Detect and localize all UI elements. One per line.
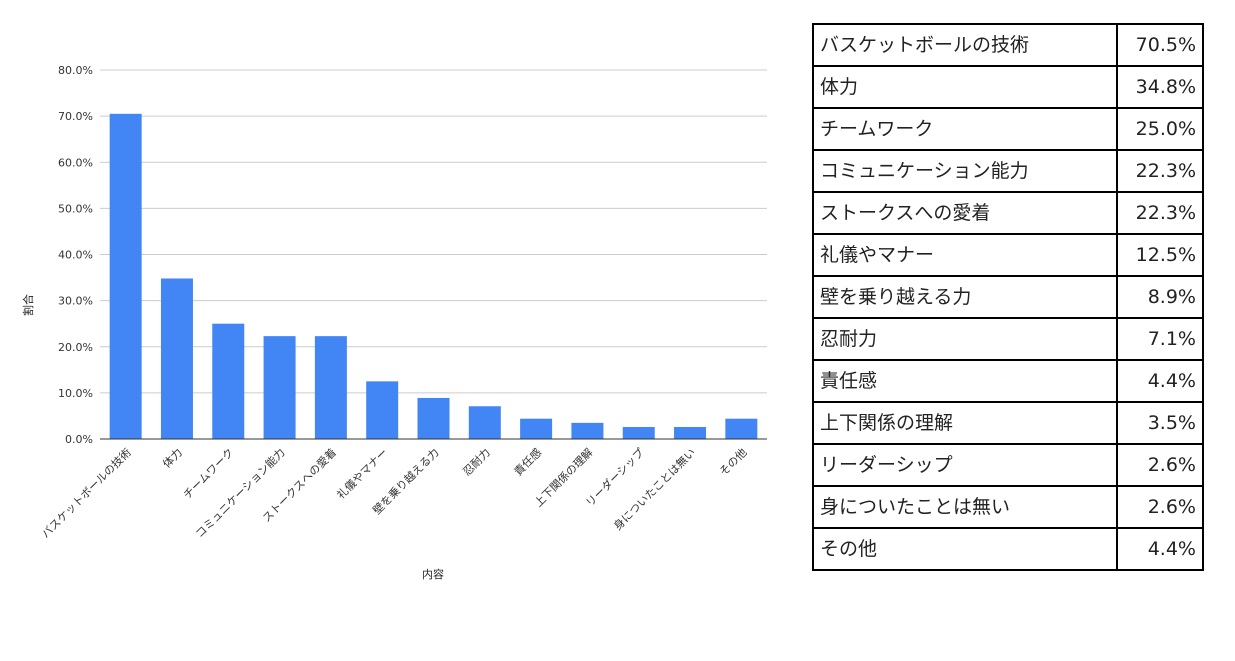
- table-label-cell: チームワーク: [812, 107, 1118, 151]
- x-tick-label: チームワーク: [181, 446, 237, 502]
- table-row: 上下関係の理解 3.5%: [812, 401, 1204, 445]
- table-row: リーダーシップ 2.6%: [812, 443, 1204, 487]
- bar: [674, 427, 707, 439]
- table-value-cell: 2.6%: [1116, 485, 1204, 529]
- y-tick-label: 80.0%: [58, 64, 93, 77]
- bar: [571, 422, 604, 439]
- bar: [417, 397, 450, 439]
- table-row: その他 4.4%: [812, 527, 1204, 571]
- table-row: 壁を乗り越える力 8.9%: [812, 275, 1204, 319]
- bar: [212, 323, 245, 439]
- y-tick-label: 20.0%: [58, 341, 93, 354]
- y-tick-label: 30.0%: [58, 295, 93, 308]
- table-label-cell: 身についたことは無い: [812, 485, 1118, 529]
- table-value-cell: 12.5%: [1116, 233, 1204, 277]
- x-tick-label: 忍耐力: [460, 446, 493, 479]
- table-value-cell: 70.5%: [1116, 23, 1204, 67]
- x-tick-label: 礼儀やマナー: [334, 445, 391, 502]
- table-label-cell: 忍耐力: [812, 317, 1118, 361]
- table-label-cell: 礼儀やマナー: [812, 233, 1118, 277]
- bar: [160, 278, 193, 439]
- bar: [520, 418, 553, 439]
- bar: [314, 336, 347, 439]
- y-tick-label: 60.0%: [58, 156, 93, 169]
- y-axis-title: 割合: [21, 294, 35, 316]
- table-label-cell: リーダーシップ: [812, 443, 1118, 487]
- table-label-cell: 上下関係の理解: [812, 401, 1118, 445]
- table-value-cell: 4.4%: [1116, 527, 1204, 571]
- bar: [263, 336, 296, 439]
- y-tick-label: 40.0%: [58, 249, 93, 262]
- bar: [468, 406, 501, 439]
- table-label-cell: コミュニケーション能力: [812, 149, 1118, 193]
- data-table: バスケットボールの技術 70.5% 体力 34.8% チームワーク 25.0% コミュニケー…: [812, 23, 1204, 571]
- table-value-cell: 22.3%: [1116, 191, 1204, 235]
- table-row: 体力 34.8%: [812, 65, 1204, 109]
- table-row: 責任感 4.4%: [812, 359, 1204, 403]
- x-tick-label: バスケットボールの技術: [39, 446, 134, 541]
- table-row: バスケットボールの技術 70.5%: [812, 23, 1204, 67]
- table-label-cell: ストークスへの愛着: [812, 191, 1118, 235]
- x-tick-label: 責任感: [511, 445, 544, 478]
- x-axis-title: 内容: [422, 567, 444, 581]
- table-label-cell: 責任感: [812, 359, 1118, 403]
- table-row: 身についたことは無い 2.6%: [812, 485, 1204, 529]
- table-label-cell: バスケットボールの技術: [812, 23, 1118, 67]
- table-body: バスケットボールの技術 70.5% 体力 34.8% チームワーク 25.0% コミュニケー…: [812, 23, 1204, 571]
- y-tick-label: 70.0%: [58, 110, 93, 123]
- table-value-cell: 7.1%: [1116, 317, 1204, 361]
- table-row: コミュニケーション能力 22.3%: [812, 149, 1204, 193]
- table-value-cell: 8.9%: [1116, 275, 1204, 319]
- table-row: 忍耐力 7.1%: [812, 317, 1204, 361]
- table-label-cell: 壁を乗り越える力: [812, 275, 1118, 319]
- table-row: チームワーク 25.0%: [812, 107, 1204, 151]
- x-tick-label: コミュニケーション能力: [192, 445, 287, 540]
- bar-chart: 0.0% 10.0% 20.0% 30.0% 40.0% 50.0% 60.0% 70.0% 8…: [21, 64, 767, 581]
- table-row: ストークスへの愛着 22.3%: [812, 191, 1204, 235]
- table-row: 礼儀やマナー 12.5%: [812, 233, 1204, 277]
- y-tick-label: 0.0%: [65, 433, 93, 446]
- bars: [109, 113, 758, 439]
- x-axis-tick-labels: バスケットボールの技術 体力チームワークコミュニケーション能力ストークスへの愛着礼…: [39, 445, 749, 540]
- table-value-cell: 2.6%: [1116, 443, 1204, 487]
- y-axis-tick-labels: 0.0% 10.0% 20.0% 30.0% 40.0% 50.0% 60.0% 70.0% 8…: [58, 64, 93, 446]
- y-tick-label: 10.0%: [58, 387, 93, 400]
- table-label-cell: その他: [812, 527, 1118, 571]
- bar: [622, 427, 655, 439]
- gridlines: [100, 69, 767, 394]
- table-value-cell: 22.3%: [1116, 149, 1204, 193]
- x-tick-label: 体力: [160, 445, 185, 470]
- bar: [109, 113, 142, 439]
- table-label-cell: 体力: [812, 65, 1118, 109]
- table-value-cell: 25.0%: [1116, 107, 1204, 151]
- x-tick-label: その他: [717, 446, 750, 479]
- bar: [366, 381, 399, 439]
- bar: [725, 418, 758, 439]
- y-tick-label: 50.0%: [58, 202, 93, 215]
- table-value-cell: 3.5%: [1116, 401, 1204, 445]
- table-value-cell: 4.4%: [1116, 359, 1204, 403]
- x-tick-label: 身についたことは無い: [610, 445, 698, 533]
- table-value-cell: 34.8%: [1116, 65, 1204, 109]
